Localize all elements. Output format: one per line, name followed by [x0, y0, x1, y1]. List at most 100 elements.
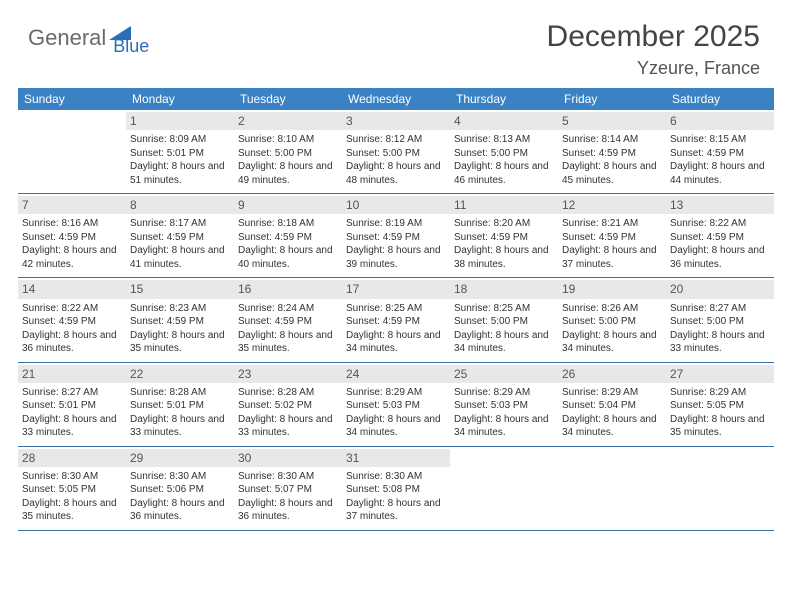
daylight-line: Daylight: 8 hours and 35 minutes. — [130, 329, 230, 356]
sunset-line: Sunset: 4:59 PM — [238, 231, 338, 245]
calendar-day-cell: 29 Sunrise: 8:30 AMSunset: 5:06 PMDayligh… — [126, 447, 234, 530]
sunrise-line: Sunrise: 8:30 AM — [130, 470, 230, 484]
day-number: 14 — [18, 280, 126, 298]
sunrise-line: Sunrise: 8:25 AM — [346, 302, 446, 316]
sunrise-line: Sunrise: 8:13 AM — [454, 133, 554, 147]
calendar-day-cell: 15Sunrise: 8:23 AMSunset: 4:59 PMDayligh… — [126, 278, 234, 361]
calendar-day-cell: 21Sunrise: 8:27 AMSunset: 5:01 PMDayligh… — [18, 363, 126, 446]
daylight-line: Daylight: 8 hours and 37 minutes. — [346, 497, 446, 524]
daylight-line: Daylight: 8 hours and 35 minutes. — [670, 413, 770, 440]
day-number: 27 — [666, 365, 774, 383]
calendar-day-cell: 28 Sunrise: 8:30 AMSunset: 5:05 PMDayligh… — [18, 447, 126, 530]
daylight-line: Daylight: 8 hours and 40 minutes. — [238, 244, 338, 271]
daylight-line: Daylight: 8 hours and 44 minutes. — [670, 160, 770, 187]
sunset-line: Sunset: 5:00 PM — [562, 315, 662, 329]
calendar-week-row: 14Sunrise: 8:22 AMSunset: 4:59 PMDayligh… — [18, 278, 774, 362]
calendar-day-cell: 6Sunrise: 8:15 AMSunset: 4:59 PMDaylight… — [666, 110, 774, 193]
day-number: 1 — [126, 112, 234, 130]
sunrise-line: Sunrise: 8:20 AM — [454, 217, 554, 231]
sunset-line: Sunset: 4:59 PM — [562, 147, 662, 161]
calendar-day-cell: 9Sunrise: 8:18 AMSunset: 4:59 PMDaylight… — [234, 194, 342, 277]
calendar-day-cell — [18, 110, 126, 193]
daylight-line: Daylight: 8 hours and 34 minutes. — [454, 413, 554, 440]
day-number: 29 — [126, 449, 234, 467]
day-number: 2 — [234, 112, 342, 130]
sunset-line: Sunset: 4:59 PM — [562, 231, 662, 245]
sunset-line: Sunset: 5:00 PM — [454, 147, 554, 161]
sunset-line: Sunset: 5:00 PM — [346, 147, 446, 161]
calendar-day-cell: 13Sunrise: 8:22 AMSunset: 4:59 PMDayligh… — [666, 194, 774, 277]
day-number: 28 — [18, 449, 126, 467]
daylight-line: Daylight: 8 hours and 35 minutes. — [22, 497, 122, 524]
day-number: 26 — [558, 365, 666, 383]
daylight-line: Daylight: 8 hours and 48 minutes. — [346, 160, 446, 187]
calendar-day-cell: 20Sunrise: 8:27 AMSunset: 5:00 PMDayligh… — [666, 278, 774, 361]
daylight-line: Daylight: 8 hours and 34 minutes. — [346, 329, 446, 356]
sunset-line: Sunset: 5:00 PM — [670, 315, 770, 329]
sunset-line: Sunset: 5:00 PM — [454, 315, 554, 329]
weekday-header-cell: Monday — [126, 88, 234, 110]
sunrise-line: Sunrise: 8:17 AM — [130, 217, 230, 231]
day-number: 4 — [450, 112, 558, 130]
sunset-line: Sunset: 4:59 PM — [130, 315, 230, 329]
day-number: 21 — [18, 365, 126, 383]
calendar-day-cell: 24Sunrise: 8:29 AMSunset: 5:03 PMDayligh… — [342, 363, 450, 446]
weekday-header-cell: Sunday — [18, 88, 126, 110]
calendar-day-cell: 16Sunrise: 8:24 AMSunset: 4:59 PMDayligh… — [234, 278, 342, 361]
calendar-day-cell: 7Sunrise: 8:16 AMSunset: 4:59 PMDaylight… — [18, 194, 126, 277]
daylight-line: Daylight: 8 hours and 36 minutes. — [22, 329, 122, 356]
daylight-line: Daylight: 8 hours and 36 minutes. — [130, 497, 230, 524]
sunrise-line: Sunrise: 8:09 AM — [130, 133, 230, 147]
logo: General Blue — [28, 18, 149, 57]
sunset-line: Sunset: 5:01 PM — [130, 147, 230, 161]
sunrise-line: Sunrise: 8:24 AM — [238, 302, 338, 316]
day-number: 11 — [450, 196, 558, 214]
daylight-line: Daylight: 8 hours and 49 minutes. — [238, 160, 338, 187]
day-number: 8 — [126, 196, 234, 214]
sunrise-line: Sunrise: 8:19 AM — [346, 217, 446, 231]
sunset-line: Sunset: 5:06 PM — [130, 483, 230, 497]
calendar-day-cell: 11Sunrise: 8:20 AMSunset: 4:59 PMDayligh… — [450, 194, 558, 277]
day-number: 17 — [342, 280, 450, 298]
sunrise-line: Sunrise: 8:12 AM — [346, 133, 446, 147]
calendar-day-cell: 22Sunrise: 8:28 AMSunset: 5:01 PMDayligh… — [126, 363, 234, 446]
weekday-header-cell: Friday — [558, 88, 666, 110]
daylight-line: Daylight: 8 hours and 42 minutes. — [22, 244, 122, 271]
calendar-day-cell: 17Sunrise: 8:25 AMSunset: 4:59 PMDayligh… — [342, 278, 450, 361]
sunset-line: Sunset: 5:05 PM — [22, 483, 122, 497]
day-number: 7 — [18, 196, 126, 214]
calendar-week-row: 28Sunrise: 8:30 AMSunset: 5:05 PMDayligh… — [18, 447, 774, 531]
daylight-line: Daylight: 8 hours and 34 minutes. — [454, 329, 554, 356]
day-number: 3 — [342, 112, 450, 130]
calendar-day-cell: 5Sunrise: 8:14 AMSunset: 4:59 PMDaylight… — [558, 110, 666, 193]
sunrise-line: Sunrise: 8:22 AM — [670, 217, 770, 231]
sunset-line: Sunset: 4:59 PM — [22, 231, 122, 245]
calendar-week-row: 21Sunrise: 8:27 AMSunset: 5:01 PMDayligh… — [18, 363, 774, 447]
sunrise-line: Sunrise: 8:29 AM — [454, 386, 554, 400]
weekday-header-cell: Wednesday — [342, 88, 450, 110]
daylight-line: Daylight: 8 hours and 45 minutes. — [562, 160, 662, 187]
daylight-line: Daylight: 8 hours and 36 minutes. — [670, 244, 770, 271]
calendar-day-cell: 3 Sunrise: 8:12 AMSunset: 5:00 PMDaylight… — [342, 110, 450, 193]
daylight-line: Daylight: 8 hours and 38 minutes. — [454, 244, 554, 271]
weekday-header-row: SundayMondayTuesdayWednesdayThursdayFrid… — [18, 88, 774, 110]
sunrise-line: Sunrise: 8:26 AM — [562, 302, 662, 316]
calendar-week-row: 7Sunrise: 8:16 AMSunset: 4:59 PMDaylight… — [18, 194, 774, 278]
day-number: 19 — [558, 280, 666, 298]
sunrise-line: Sunrise: 8:30 AM — [22, 470, 122, 484]
daylight-line: Daylight: 8 hours and 41 minutes. — [130, 244, 230, 271]
daylight-line: Daylight: 8 hours and 51 minutes. — [130, 160, 230, 187]
day-number: 13 — [666, 196, 774, 214]
sunset-line: Sunset: 5:03 PM — [346, 399, 446, 413]
calendar-day-cell: 30Sunrise: 8:30 AMSunset: 5:07 PMDayligh… — [234, 447, 342, 530]
calendar-week-row: 1Sunrise: 8:09 AMSunset: 5:01 PMDaylight… — [18, 110, 774, 194]
sunrise-line: Sunrise: 8:30 AM — [238, 470, 338, 484]
calendar-day-cell: 18Sunrise: 8:25 AMSunset: 5:00 PMDayligh… — [450, 278, 558, 361]
weekday-header-cell: Saturday — [666, 88, 774, 110]
daylight-line: Daylight: 8 hours and 33 minutes. — [238, 413, 338, 440]
sunrise-line: Sunrise: 8:29 AM — [346, 386, 446, 400]
sunset-line: Sunset: 5:01 PM — [22, 399, 122, 413]
page-title: December 2025 — [547, 20, 760, 54]
sunset-line: Sunset: 4:59 PM — [130, 231, 230, 245]
sunrise-line: Sunrise: 8:28 AM — [238, 386, 338, 400]
